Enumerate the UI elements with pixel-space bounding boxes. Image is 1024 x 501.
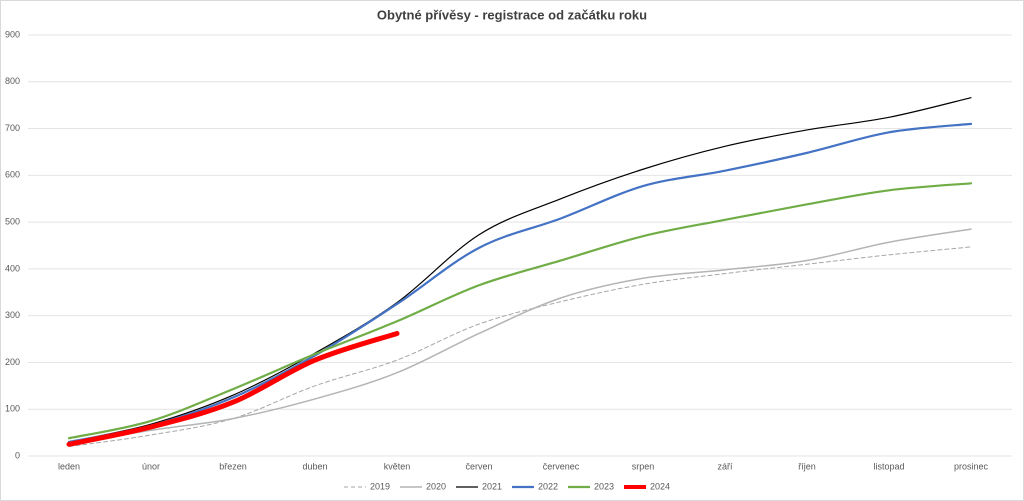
legend-label: 2019 [370, 481, 390, 491]
series-line [67, 182, 973, 440]
chart-title: Obytné přívěsy - registrace od začátku r… [377, 7, 647, 22]
y-tick-label: 300 [5, 310, 20, 320]
x-tick-label: únor [142, 461, 160, 471]
x-tick-label: listopad [873, 461, 904, 471]
x-tick-label: srpen [632, 461, 655, 471]
legend-label: 2022 [538, 481, 558, 491]
x-tick-label: leden [58, 461, 80, 471]
legend-label: 2023 [594, 481, 614, 491]
x-tick-label: duben [302, 461, 327, 471]
y-tick-label: 800 [5, 76, 20, 86]
series-line [68, 246, 972, 448]
legend-label: 2021 [482, 481, 502, 491]
x-tick-label: říjen [798, 461, 816, 471]
series-line [68, 228, 972, 446]
y-tick-label: 900 [5, 29, 20, 39]
y-tick-label: 700 [5, 123, 20, 133]
y-tick-label: 0 [15, 450, 20, 460]
y-tick-label: 400 [5, 263, 20, 273]
series-line [68, 97, 972, 443]
series-line [66, 330, 400, 447]
y-tick-label: 600 [5, 170, 20, 180]
legend-label: 2024 [650, 481, 670, 491]
x-tick-label: květen [384, 461, 411, 471]
x-tick-label: březen [219, 461, 247, 471]
x-tick-label: červenec [543, 461, 580, 471]
y-tick-label: 500 [5, 216, 20, 226]
x-tick-label: červen [465, 461, 492, 471]
y-tick-label: 100 [5, 404, 20, 414]
legend-label: 2020 [426, 481, 446, 491]
y-tick-label: 200 [5, 357, 20, 367]
series-line [67, 122, 973, 444]
x-tick-label: prosinec [954, 461, 989, 471]
x-tick-label: září [717, 461, 733, 471]
